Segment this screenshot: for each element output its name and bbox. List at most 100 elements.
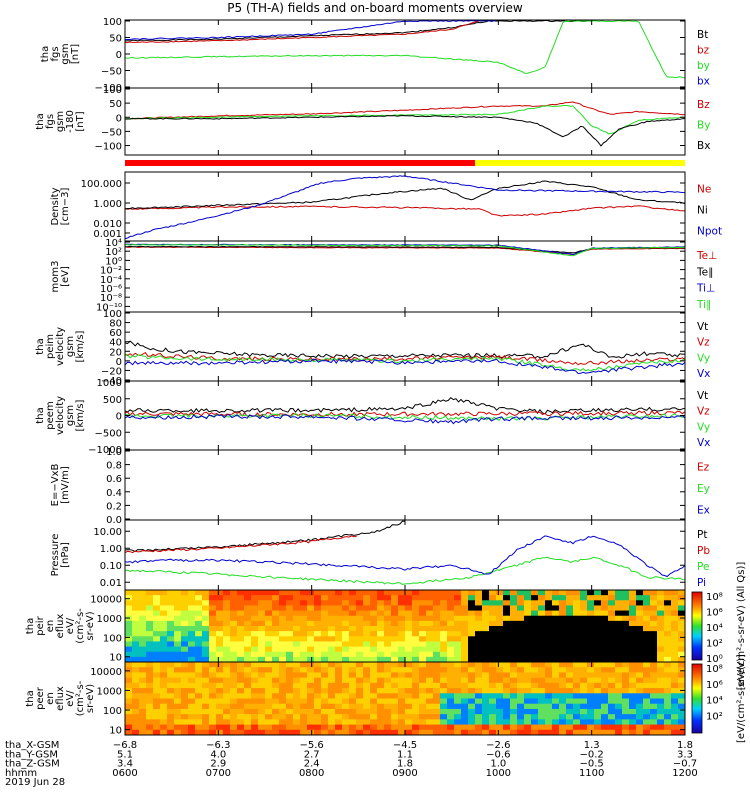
heatmap-cell <box>328 641 336 648</box>
heatmap-cell <box>265 708 273 715</box>
heatmap-cell <box>503 641 511 648</box>
heatmap-cell <box>391 605 399 612</box>
heatmap-cell <box>587 688 595 694</box>
heatmap-cell <box>650 714 658 720</box>
heatmap-cell <box>223 626 231 632</box>
heatmap-cell <box>398 677 406 684</box>
heatmap-cell <box>356 714 364 720</box>
heatmap-cell <box>629 662 637 668</box>
xaxis-value: 0900 <box>392 768 417 779</box>
heatmap-cell <box>496 662 504 668</box>
heatmap-cell <box>328 631 336 637</box>
heatmap-cell <box>538 693 546 699</box>
heatmap-cell <box>664 729 672 735</box>
heatmap-cell <box>447 708 455 715</box>
heatmap-cell <box>482 662 490 668</box>
heatmap-cell <box>181 667 189 673</box>
heatmap-cell <box>664 605 672 612</box>
heatmap-cell <box>202 605 210 612</box>
heatmap-cell <box>468 682 476 689</box>
heatmap-cell <box>587 641 595 648</box>
heatmap-cell <box>650 703 658 710</box>
heatmap-cell <box>524 631 532 637</box>
heatmap-cell <box>671 631 679 637</box>
heatmap-cell <box>258 631 266 637</box>
heatmap-cell <box>377 615 385 622</box>
heatmap-cell <box>650 651 658 658</box>
heatmap-cell <box>475 610 483 617</box>
heatmap-cell <box>307 641 315 648</box>
heatmap-cell <box>433 646 441 653</box>
heatmap-cell <box>559 620 567 627</box>
heatmap-cell <box>636 729 644 735</box>
heatmap-cell <box>587 600 595 606</box>
heatmap-cell <box>440 656 448 662</box>
series-line-Vz <box>125 410 685 418</box>
heatmap-cell <box>412 662 420 668</box>
heatmap-cell <box>223 698 231 705</box>
heatmap-cell <box>426 672 434 679</box>
heatmap-cell <box>594 729 602 735</box>
heatmap-cell <box>433 615 441 622</box>
xaxis-value: 2.7 <box>304 749 320 760</box>
heatmap-cell <box>440 641 448 648</box>
heatmap-cell <box>615 677 623 684</box>
heatmap-cell <box>426 636 434 642</box>
heatmap-cell <box>559 662 567 668</box>
heatmap-cell <box>622 646 630 653</box>
heatmap-cell <box>342 615 350 622</box>
heatmap-cell <box>335 626 343 632</box>
ytick-label: 0.10 <box>100 561 122 572</box>
heatmap-cell <box>356 662 364 668</box>
heatmap-cell <box>167 724 175 731</box>
heatmap-cell <box>258 620 266 627</box>
heatmap-cell <box>342 600 350 606</box>
colorbar-label: [eV/(cm²-s-sr-eV) (All Qs)] <box>736 562 747 691</box>
heatmap-cell <box>314 590 322 596</box>
heatmap-cell <box>503 615 511 622</box>
heatmap-cell <box>405 693 413 699</box>
heatmap-cell <box>643 641 651 648</box>
heatmap-cell <box>153 708 161 715</box>
heatmap-cell <box>643 656 651 662</box>
heatmap-cell <box>538 590 546 596</box>
heatmap-cell <box>202 714 210 720</box>
heatmap-cell <box>538 610 546 617</box>
heatmap-cell <box>643 590 651 596</box>
heatmap-cell <box>265 719 273 726</box>
heatmap-cell <box>321 605 329 612</box>
legend-Ex: Ex <box>697 504 710 516</box>
heatmap-cell <box>440 682 448 689</box>
heatmap-cell <box>447 672 455 679</box>
heatmap-cell <box>517 646 525 653</box>
heatmap-cell <box>160 698 168 705</box>
heatmap-cell <box>335 688 343 694</box>
ytick-label: 10000 <box>90 667 122 678</box>
series-line-Bz <box>125 101 685 120</box>
heatmap-cell <box>188 651 196 658</box>
heatmap-cell <box>615 590 623 596</box>
heatmap-cell <box>356 682 364 689</box>
heatmap-cell <box>615 651 623 658</box>
heatmap-cell <box>314 620 322 627</box>
heatmap-cell <box>503 610 511 617</box>
heatmap-cell <box>293 615 301 622</box>
heatmap-cell <box>167 703 175 710</box>
heatmap-cell <box>363 656 371 662</box>
heatmap-cell <box>608 646 616 653</box>
heatmap-cell <box>321 724 329 731</box>
heatmap-cell <box>629 610 637 617</box>
heatmap-cell <box>496 651 504 658</box>
heatmap-cell <box>426 729 434 735</box>
heatmap-cell <box>517 724 525 731</box>
heatmap-cell <box>468 703 476 710</box>
heatmap-cell <box>286 646 294 653</box>
heatmap-cell <box>468 677 476 684</box>
heatmap-cell <box>538 703 546 710</box>
heatmap-cell <box>209 646 217 653</box>
heatmap-cell <box>167 646 175 653</box>
heatmap-cell <box>678 600 685 606</box>
heatmap-cell <box>251 656 259 662</box>
heatmap-cell <box>237 641 245 648</box>
